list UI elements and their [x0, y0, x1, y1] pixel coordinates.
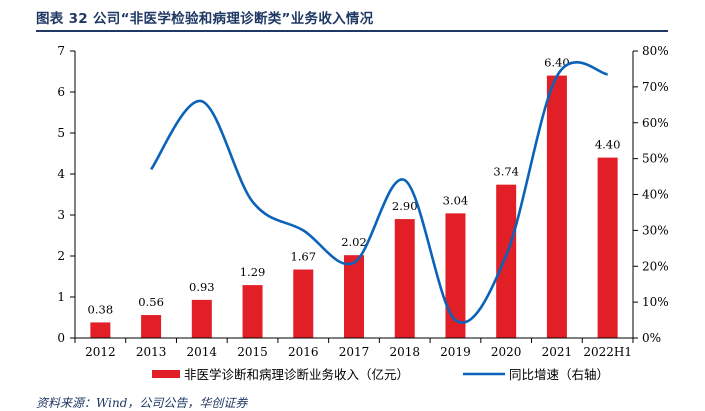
x-tick-label: 2019	[440, 345, 471, 359]
right-tick-label: 60%	[642, 116, 669, 130]
legend-bar-label: 非医学诊断和病理诊断业务收入（亿元）	[184, 367, 409, 382]
left-tick-label: 0	[57, 331, 65, 345]
right-tick-label: 50%	[642, 152, 669, 166]
x-tick-label: 2022H1	[583, 345, 632, 359]
bar-value-label: 3.04	[443, 193, 469, 207]
title-rule	[36, 30, 668, 32]
right-tick-label: 0%	[642, 331, 661, 345]
left-tick-label: 1	[57, 290, 65, 304]
growth-rate-line	[150, 61, 608, 324]
legend-group: 非医学诊断和病理诊断业务收入（亿元） 同比增速（右轴）	[152, 367, 609, 382]
x-tick-label: 2018	[389, 345, 420, 359]
legend-line-label: 同比增速（右轴）	[509, 367, 609, 382]
right-tick-label: 10%	[642, 295, 669, 309]
bar-value-label: 0.38	[88, 302, 114, 316]
bar-value-label: 2.02	[341, 235, 367, 249]
left-tick-label: 4	[57, 167, 65, 181]
bar-2022H1	[597, 157, 618, 338]
bar-value-label: 0.56	[138, 295, 164, 309]
x-tick-label: 2016	[288, 345, 319, 359]
bar-2012	[90, 322, 111, 338]
bar-2021	[546, 75, 567, 338]
bar-2016	[293, 269, 314, 338]
bar-2015	[242, 285, 263, 338]
bar-value-label: 1.67	[290, 250, 316, 264]
x-tick-label: 2012	[85, 345, 116, 359]
x-tick-label: 2014	[187, 345, 218, 359]
left-tick-label: 3	[57, 208, 65, 222]
right-tick-label: 30%	[642, 223, 669, 237]
bar-value-label: 0.93	[189, 280, 215, 294]
right-tick-label: 20%	[642, 259, 669, 273]
x-tick-label: 2015	[237, 345, 268, 359]
bar-value-label: 2.90	[392, 199, 418, 213]
x-tick-label: 2020	[491, 345, 522, 359]
bar-2019	[445, 213, 466, 338]
right-tick-label: 40%	[642, 188, 669, 202]
bar-value-label: 6.40	[544, 56, 570, 70]
right-tick-label: 70%	[642, 80, 669, 94]
bar-2020	[496, 184, 517, 338]
right-tick-label: 80%	[642, 44, 669, 58]
x-tick-label: 2017	[339, 345, 370, 359]
bar-2018	[394, 219, 415, 338]
left-tick-label: 6	[57, 85, 65, 99]
bar-value-label: 3.74	[493, 165, 519, 179]
legend-bar-swatch	[152, 370, 180, 378]
bar-label-group: 0.38 0.56 0.93 1.29 1.67 2.02 2.90 3.04 3.74 6.40…	[88, 56, 621, 317]
source-note: 资料来源：Wind，公司公告，华创证券	[36, 396, 248, 410]
left-tick-label: 7	[57, 44, 65, 58]
bar-value-label: 4.40	[595, 138, 621, 152]
x-tick-label: 2013	[136, 345, 167, 359]
bar-value-label: 1.29	[240, 265, 266, 279]
left-tick-label: 2	[57, 249, 65, 263]
bar-2017	[344, 255, 364, 338]
x-tick-label: 2021	[542, 345, 573, 359]
bar-group	[90, 75, 618, 338]
left-tick-label: 5	[57, 126, 65, 140]
bar-2013	[141, 315, 162, 338]
line-group	[150, 61, 608, 324]
chart-title: 图表 32 公司“非医学检验和病理诊断类”业务收入情况	[36, 11, 374, 27]
bar-2014	[191, 299, 212, 338]
